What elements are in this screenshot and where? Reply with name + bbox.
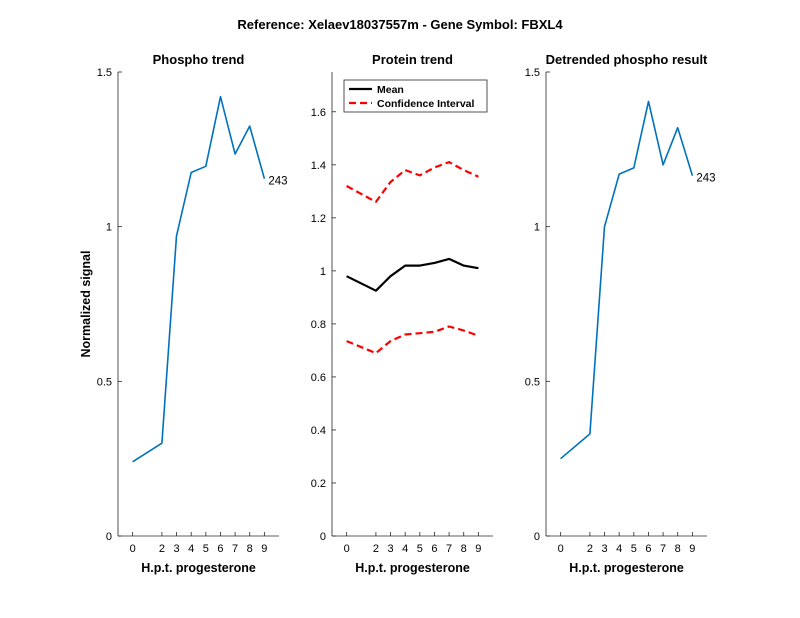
x-tick-label: 4 [188,543,194,555]
x-tick-label: 7 [232,543,238,555]
y-tick-label: 1 [320,266,326,278]
x-tick-label: 3 [173,543,179,555]
series-end-label: 243 [268,176,287,188]
x-tick-label: 0 [344,543,350,555]
legend: Mean Confidence Interval [343,79,488,113]
x-tick-label: 5 [203,543,209,555]
x-tick-label: 7 [446,543,452,555]
x-tick-label: 9 [475,543,481,555]
x-tick-label: 6 [645,543,651,555]
series-end-label: 243 [696,173,715,185]
x-tick-label: 0 [130,543,136,555]
series-line-1 [132,95,266,463]
panel-2: 0 0.2 0.4 0.6 0.8 1 1.2 1.4 1.6 0 2 3 4 5 6 7 8 9 Protein … [311,52,493,575]
x-tick-label: 9 [261,543,267,555]
y-tick-label: 1.2 [311,213,326,225]
x-tick-label: 3 [601,543,607,555]
x-tick-label: 5 [417,543,423,555]
legend-entry: Confidence Interval [377,98,475,110]
x-tick-label: 3 [387,543,393,555]
y-tick-label: 1.6 [311,107,326,119]
y-tick-label: 0.6 [311,372,326,384]
x-tick-label: 0 [558,543,564,555]
y-tick-label: 0.5 [525,376,540,388]
y-tick-label: 1.4 [311,160,326,172]
y-tick-label: 1 [106,222,112,234]
x-tick-label: 4 [616,543,622,555]
x-tick-label: 8 [675,543,681,555]
y-tick-label: 0.5 [97,376,112,388]
x-tick-label: 6 [431,543,437,555]
panel-title: Phospho trend [153,52,245,67]
panel-3: 0 0.5 1 1.5 0 2 3 4 5 6 7 8 9 Detrended phospho resul… [525,52,716,575]
y-tick-label: 1.5 [525,67,540,79]
x-tick-label: 8 [461,543,467,555]
x-axis-label: H.p.t. progesterone [355,561,470,575]
y-tick-label: 0 [106,531,112,543]
x-axis-label: H.p.t. progesterone [141,561,256,575]
series-line-2 [346,161,479,203]
x-tick-label: 9 [689,543,695,555]
x-tick-label: 4 [402,543,408,555]
legend-entry: Mean [377,84,404,96]
panel-1: 0 0.5 1 1.5 0 2 3 4 5 6 7 8 9 Phospho trend H.p.t. pro… [79,52,288,575]
y-tick-label: 0.4 [311,425,326,437]
y-tick-label: 1.5 [97,67,112,79]
y-tick-label: 0.8 [311,319,326,331]
series-line-1 [346,257,479,292]
y-axis-label: Normalized signal [79,251,93,358]
x-tick-label: 6 [217,543,223,555]
y-tick-label: 0 [534,531,540,543]
y-tick-label: 0 [320,531,326,543]
x-tick-label: 2 [587,543,593,555]
x-tick-label: 5 [631,543,637,555]
x-tick-label: 8 [247,543,253,555]
series-line-1 [560,100,694,460]
x-axis-label: H.p.t. progesterone [569,561,684,575]
legend-box [343,79,488,113]
x-tick-label: 2 [159,543,165,555]
series-line-3 [346,325,479,355]
x-tick-label: 7 [660,543,666,555]
x-tick-label: 2 [373,543,379,555]
panel-title: Detrended phospho result [546,52,708,67]
figure-title: Reference: Xelaev18037557m - Gene Symbol… [237,17,563,32]
y-tick-label: 0.2 [311,478,326,490]
panel-title: Protein trend [372,52,453,67]
y-tick-label: 1 [534,222,540,234]
